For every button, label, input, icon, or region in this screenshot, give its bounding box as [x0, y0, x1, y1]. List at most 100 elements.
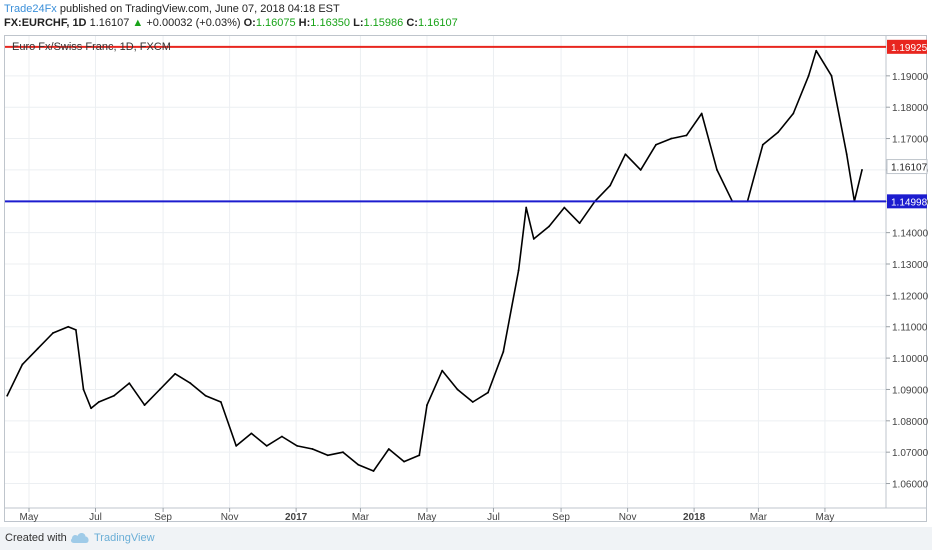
price-point [456, 388, 459, 391]
price-point [387, 448, 390, 450]
price-point [777, 131, 779, 134]
price-point [487, 391, 489, 394]
chart-frame [4, 35, 927, 522]
price-point [174, 372, 176, 375]
open-label: O: [243, 17, 256, 29]
price-point [326, 454, 329, 457]
time-axis[interactable]: May Jul Sep Nov 2017 Mar May Jul Sep Nov 2018 Mar Ma… [20, 508, 835, 523]
price-point [21, 363, 24, 366]
price-point [685, 134, 688, 137]
price-point [517, 269, 520, 272]
x-tick-label: 2017 [285, 512, 308, 523]
price-point [113, 394, 115, 397]
x-tick-label: Nov [221, 512, 239, 523]
price-point [639, 169, 642, 171]
price-series [6, 49, 863, 472]
price-point [189, 382, 192, 385]
price-point [441, 369, 444, 372]
price-point [342, 451, 344, 454]
price-point [158, 388, 161, 391]
change-arrow-icon: ▲ [132, 17, 144, 29]
level-label: 1.19925 [891, 43, 928, 54]
price-point [281, 435, 283, 438]
created-with-label: Created with [5, 532, 67, 544]
x-tick-label: May [815, 512, 834, 523]
price-point [418, 454, 421, 457]
y-tick-label: 1.08000 [892, 417, 929, 428]
y-tick-label: 1.14000 [892, 229, 929, 240]
x-tick-label: May [20, 512, 39, 523]
price-point [74, 328, 77, 331]
price-point [97, 401, 100, 403]
price-point [52, 332, 54, 334]
low-label: L: [353, 17, 364, 29]
x-tick-label: Mar [750, 512, 768, 523]
price-point [861, 169, 863, 171]
grid-lines [5, 36, 886, 508]
level-label: 1.14998 [891, 197, 928, 208]
footer-bar: Created with TradingView [0, 527, 932, 550]
price-point [670, 137, 673, 140]
price-point [235, 445, 238, 447]
price-point [700, 112, 703, 115]
price-point [67, 325, 70, 328]
price-point [250, 432, 253, 435]
price-point [311, 448, 314, 450]
level-label-bg [887, 39, 927, 54]
close-value: 1.16107 [417, 17, 458, 29]
published-text: published on TradingView.com, June 07, 2… [56, 3, 340, 15]
price-point [90, 407, 93, 410]
chart-title: Euro Fx/Swiss Franc, 1D, FXCM [12, 41, 171, 53]
tradingview-cloud-icon [70, 533, 89, 543]
price-point [36, 347, 39, 350]
x-tick-label: 2018 [683, 512, 706, 523]
level-label-bg [887, 194, 927, 209]
quote-line: FX:EURCHF, 1D 1.16107 ▲ +0.00032 (+0.03%… [4, 16, 458, 30]
price-point [296, 445, 299, 447]
last-price-label: 1.16107 [891, 163, 928, 174]
y-tick-label: 1.09000 [892, 385, 929, 396]
price-point [204, 394, 207, 397]
low-value: 1.15986 [363, 17, 404, 29]
price-point [471, 401, 474, 403]
y-tick-label: 1.17000 [892, 135, 929, 146]
price-point [426, 404, 428, 407]
price-point [609, 184, 612, 187]
price-point [82, 388, 85, 391]
change-value: +0.00032 (+0.03%) [146, 17, 241, 29]
price-point [403, 460, 405, 463]
price-point [830, 74, 833, 77]
y-tick-label: 1.13000 [892, 260, 929, 271]
publish-header: Trade24Fx published on TradingView.com, … [4, 2, 458, 30]
horizontal-levels: 1.19925 1.14998 1.16107 [5, 39, 928, 209]
x-tick-label: Mar [352, 512, 370, 523]
high-value: 1.16350 [310, 17, 351, 29]
last-price-bg [886, 159, 928, 175]
x-tick-label: Jul [89, 512, 102, 523]
price-point [845, 153, 848, 156]
y-tick-label: 1.18000 [892, 103, 929, 114]
x-tick-label: Jul [487, 512, 500, 523]
author-link[interactable]: Trade24Fx [4, 3, 57, 15]
price-point [357, 463, 360, 466]
price-point [815, 49, 818, 52]
price-point [372, 470, 375, 472]
price-point [807, 74, 810, 77]
price-axis[interactable]: 1.06000 1.07000 1.08000 1.09000 1.10000 1.110… [886, 72, 929, 491]
x-tick-label: Nov [619, 512, 637, 523]
y-tick-label: 1.07000 [892, 448, 929, 459]
price-point [624, 153, 627, 156]
price-line [6, 49, 863, 472]
price-point [716, 169, 718, 171]
price-point [6, 394, 9, 397]
price-point [143, 404, 146, 407]
publish-line: Trade24Fx published on TradingView.com, … [4, 2, 458, 16]
price-point [578, 222, 581, 225]
tradingview-brand[interactable]: TradingView [94, 532, 155, 544]
open-value: 1.16075 [255, 17, 296, 29]
x-tick-label: May [418, 512, 437, 523]
y-tick-label: 1.19000 [892, 72, 929, 83]
price-point [502, 350, 505, 353]
close-label: C: [406, 17, 418, 29]
